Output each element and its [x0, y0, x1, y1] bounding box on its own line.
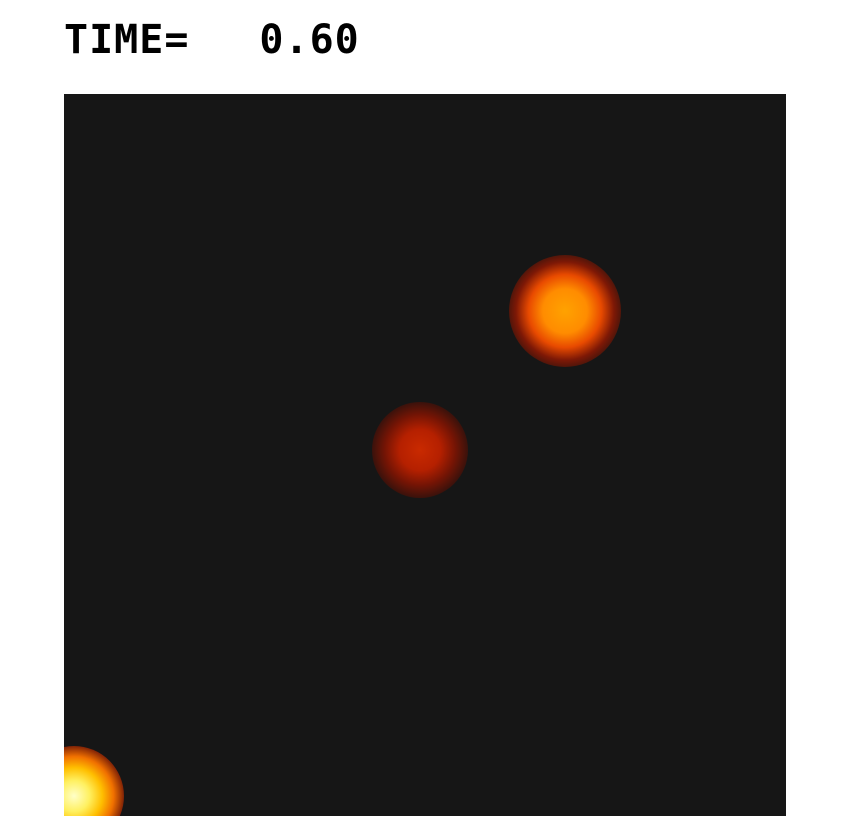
heat-blob-bottom-left: [64, 746, 124, 816]
time-label: TIME=: [64, 17, 190, 63]
time-readout: TIME= 0.60: [64, 14, 360, 66]
heat-blob-upper-right: [509, 255, 621, 367]
heat-blob-center: [372, 402, 468, 498]
time-value: 0.60: [259, 17, 360, 63]
simulation-panel: [64, 94, 786, 816]
